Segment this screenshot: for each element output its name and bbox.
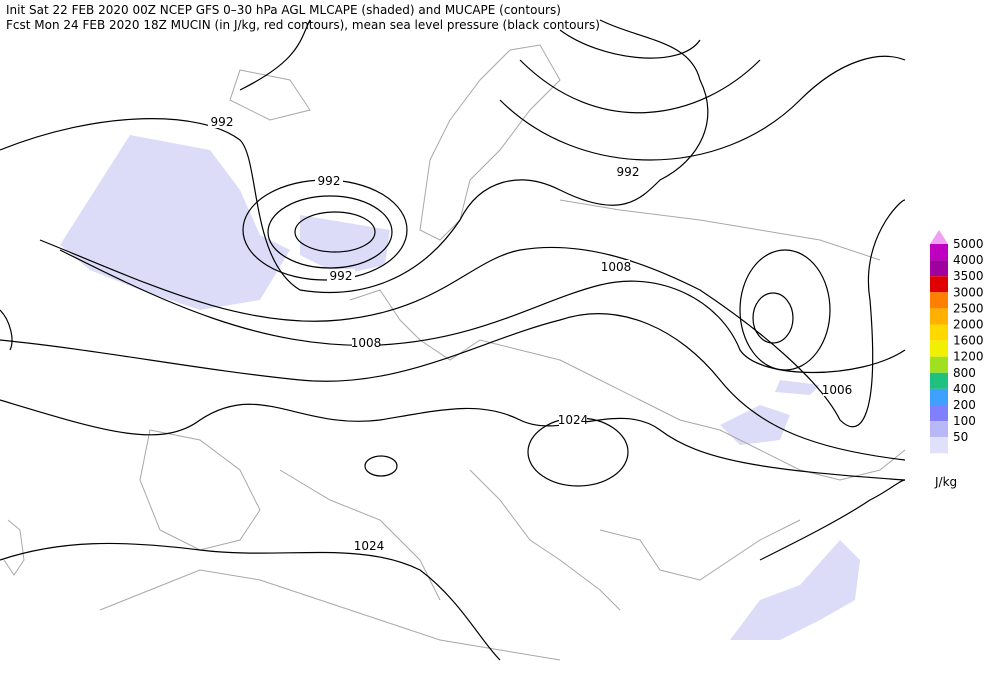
legend-label: 3500	[953, 269, 984, 283]
legend-label: 800	[953, 366, 976, 380]
contour-label: 1024	[558, 413, 589, 427]
contour-label: 992	[318, 174, 341, 188]
legend-label: 2500	[953, 301, 984, 315]
legend-swatch	[930, 437, 948, 454]
legend-swatch	[930, 276, 948, 293]
legend-swatch	[930, 324, 948, 341]
legend-label: 100	[953, 414, 976, 428]
legend-label: 2000	[953, 318, 984, 332]
coastlines	[3, 44, 906, 661]
contour-label-bg	[208, 115, 236, 128]
contour-label: 1008	[601, 260, 632, 274]
contour-label: 992	[617, 165, 640, 179]
contour-label-bg	[355, 539, 383, 552]
contour-label-bg	[823, 383, 851, 396]
legend-unit: J/kg	[934, 475, 957, 489]
legend-swatch	[930, 372, 948, 389]
legend-label: 4000	[953, 253, 984, 267]
legend-swatch	[930, 388, 948, 405]
legend: 5000 4000 3500 3000 2500 2000 1600 1200 800 400 20…	[930, 230, 984, 489]
legend-label: 3000	[953, 285, 984, 299]
legend-swatch	[930, 260, 948, 277]
legend-label: 5000	[953, 237, 984, 251]
contour-label: 1006	[822, 383, 853, 397]
header-line: Init Sat 22 FEB 2020 00Z NCEP GFS 0–30 h…	[6, 3, 561, 17]
legend-swatch	[930, 292, 948, 309]
legend-swatch	[930, 244, 948, 261]
contour-label: 1008	[351, 336, 382, 350]
legend-swatch	[930, 421, 948, 438]
contour-label-bg	[614, 165, 642, 178]
contour-label: 992	[211, 115, 234, 129]
legend-swatch	[930, 356, 948, 373]
contour-label-bg	[315, 174, 343, 187]
contour-label-bg	[352, 336, 380, 349]
legend-swatch	[930, 340, 948, 357]
header-line: Fcst Mon 24 FEB 2020 18Z MUCIN (in J/kg,…	[6, 18, 600, 32]
legend-arrow	[930, 230, 948, 244]
legend-label: 400	[953, 382, 976, 396]
legend-swatch	[930, 308, 948, 325]
contour-label-bg	[559, 413, 587, 426]
legend-label: 200	[953, 398, 976, 412]
contour-label: 1024	[354, 539, 385, 553]
contour-label-bg	[602, 260, 630, 273]
contour-label: 992	[330, 269, 353, 283]
legend-label: 50	[953, 430, 968, 444]
legend-label: 1200	[953, 350, 984, 364]
contour-label-bg	[327, 269, 355, 282]
cape-shading	[60, 135, 860, 640]
legend-label: 1600	[953, 334, 984, 348]
contour-labels: 992 992 992 992 1008 1008 1006 1024 1024	[208, 115, 852, 553]
legend-swatch	[930, 405, 948, 422]
isobars	[0, 19, 906, 661]
